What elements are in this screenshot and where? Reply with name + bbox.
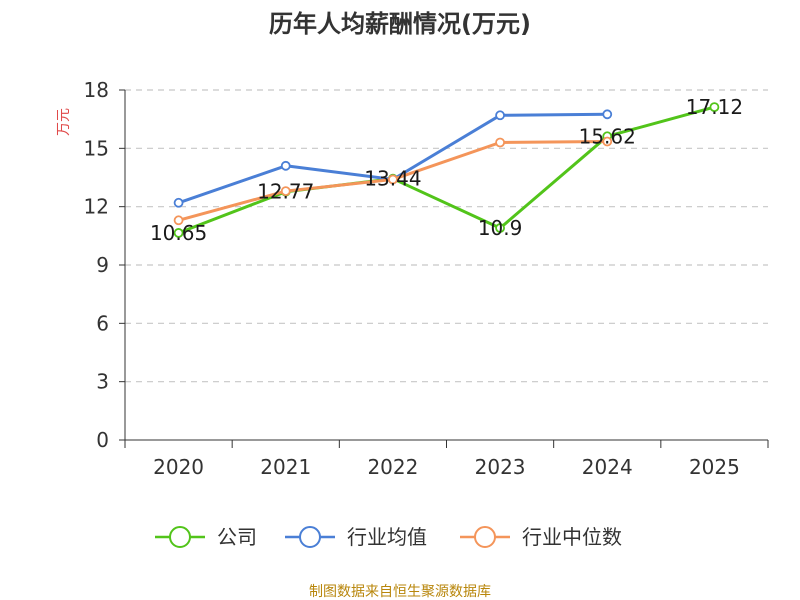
data-point[interactable] [495, 110, 505, 121]
x-tick-label: 2025 [689, 455, 740, 479]
data-point[interactable] [709, 102, 720, 113]
data-labels: 10.65 12.77 13.44 10.9 15.62 17.12 [150, 95, 743, 245]
legend-item[interactable]: 公司 [155, 525, 257, 549]
x-tick-label: 2021 [260, 455, 311, 479]
y-tick-label: 0 [96, 428, 109, 452]
data-point[interactable] [495, 223, 505, 233]
legend-marker [299, 526, 321, 548]
legend-label: 行业均值 [347, 525, 427, 549]
axes: 0 3 6 9 12 15 18 2020 2021 2022 2023 2024 2025 [84, 78, 769, 479]
legend-marker [474, 526, 496, 548]
data-point[interactable] [495, 137, 505, 148]
data-point[interactable] [388, 174, 398, 185]
data-point[interactable] [602, 136, 613, 147]
x-tick-label: 2020 [153, 455, 204, 479]
data-point[interactable] [280, 186, 291, 197]
series-group [173, 102, 720, 238]
x-tick-label: 2024 [582, 455, 633, 479]
x-tick-label: 2023 [475, 455, 526, 479]
legend-item[interactable]: 行业均值 [285, 525, 427, 549]
data-label: 17.12 [686, 95, 743, 119]
data-point[interactable] [280, 160, 291, 171]
data-point[interactable] [173, 228, 184, 238]
y-tick-label: 3 [96, 370, 109, 394]
data-point[interactable] [173, 197, 184, 208]
data-label: 13.44 [364, 167, 421, 191]
y-tick-label: 6 [96, 311, 109, 335]
y-tick-label: 15 [84, 136, 109, 160]
x-tick-label: 2022 [367, 455, 418, 479]
y-tick-label: 18 [84, 78, 109, 102]
legend-item[interactable]: 行业中位数 [460, 525, 622, 549]
legend-label: 公司 [217, 525, 257, 549]
y-tick-label: 12 [84, 195, 109, 219]
legend-marker [169, 526, 191, 548]
data-label: 10.9 [478, 216, 523, 240]
grid-lines [125, 89, 768, 383]
y-tick-label: 9 [96, 253, 109, 277]
data-label: 10.65 [150, 221, 207, 245]
data-label: 12.77 [257, 180, 314, 204]
legend-label: 行业中位数 [522, 525, 622, 549]
y-axis-label: 万元 [56, 108, 72, 136]
data-point[interactable] [602, 109, 613, 120]
source-note: 制图数据来自恒生聚源数据库 [309, 584, 491, 600]
chart-title: 历年人均薪酬情况(万元) [269, 10, 531, 38]
data-point[interactable] [173, 215, 184, 226]
legend[interactable]: 公司 行业均值 行业中位数 [155, 525, 622, 549]
data-label: 15.62 [579, 124, 636, 148]
series-line [178, 105, 715, 235]
